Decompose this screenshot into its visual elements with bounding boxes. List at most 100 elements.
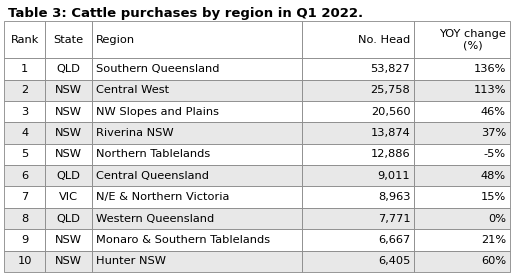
- Bar: [46, 229, 92, 251]
- Text: 6,667: 6,667: [378, 235, 410, 245]
- Text: Table 3: Cattle purchases by region in Q1 2022.: Table 3: Cattle purchases by region in Q…: [8, 7, 363, 20]
- Text: 37%: 37%: [481, 128, 506, 138]
- Bar: [302, 122, 414, 144]
- Text: 25,758: 25,758: [371, 85, 410, 95]
- Text: 10: 10: [17, 256, 32, 266]
- Text: Northern Tablelands: Northern Tablelands: [96, 149, 210, 159]
- Text: Monaro & Southern Tablelands: Monaro & Southern Tablelands: [96, 235, 270, 245]
- Text: 8,963: 8,963: [378, 192, 410, 202]
- Text: Central Queensland: Central Queensland: [96, 171, 209, 181]
- Bar: [46, 21, 92, 58]
- Text: 12,886: 12,886: [371, 149, 410, 159]
- Text: Region: Region: [96, 34, 135, 44]
- Bar: [92, 58, 302, 79]
- Text: 5: 5: [21, 149, 28, 159]
- Bar: [4, 21, 46, 58]
- Bar: [414, 251, 510, 272]
- Bar: [302, 251, 414, 272]
- Text: 15%: 15%: [481, 192, 506, 202]
- Bar: [46, 251, 92, 272]
- Bar: [46, 187, 92, 208]
- Bar: [302, 79, 414, 101]
- Text: 4: 4: [21, 128, 28, 138]
- Text: 6,405: 6,405: [378, 256, 410, 266]
- Bar: [46, 101, 92, 122]
- Bar: [92, 144, 302, 165]
- Bar: [92, 79, 302, 101]
- Text: QLD: QLD: [57, 214, 81, 224]
- Bar: [302, 187, 414, 208]
- Text: NSW: NSW: [56, 128, 82, 138]
- Bar: [46, 58, 92, 79]
- Text: 53,827: 53,827: [371, 64, 410, 74]
- Bar: [302, 165, 414, 187]
- Text: 7,771: 7,771: [378, 214, 410, 224]
- Text: NSW: NSW: [56, 107, 82, 117]
- Text: 8: 8: [21, 214, 28, 224]
- Bar: [92, 122, 302, 144]
- Bar: [414, 79, 510, 101]
- Bar: [92, 165, 302, 187]
- Text: NW Slopes and Plains: NW Slopes and Plains: [96, 107, 219, 117]
- Bar: [92, 208, 302, 229]
- Bar: [4, 101, 46, 122]
- Text: 60%: 60%: [481, 256, 506, 266]
- Bar: [4, 165, 46, 187]
- Text: YOY change
(%): YOY change (%): [439, 29, 506, 51]
- Text: 46%: 46%: [481, 107, 506, 117]
- Text: Southern Queensland: Southern Queensland: [96, 64, 219, 74]
- Bar: [414, 21, 510, 58]
- Text: NSW: NSW: [56, 85, 82, 95]
- Bar: [302, 58, 414, 79]
- Bar: [46, 144, 92, 165]
- Bar: [92, 21, 302, 58]
- Text: Riverina NSW: Riverina NSW: [96, 128, 174, 138]
- Bar: [92, 187, 302, 208]
- Bar: [414, 187, 510, 208]
- Bar: [302, 229, 414, 251]
- Text: -5%: -5%: [484, 149, 506, 159]
- Text: 9,011: 9,011: [378, 171, 410, 181]
- Bar: [92, 251, 302, 272]
- Bar: [414, 122, 510, 144]
- Text: 7: 7: [21, 192, 28, 202]
- Text: 48%: 48%: [481, 171, 506, 181]
- Text: NSW: NSW: [56, 149, 82, 159]
- Bar: [4, 58, 46, 79]
- Text: 9: 9: [21, 235, 28, 245]
- Text: 1: 1: [21, 64, 28, 74]
- Bar: [4, 144, 46, 165]
- Text: NSW: NSW: [56, 235, 82, 245]
- Text: 113%: 113%: [473, 85, 506, 95]
- Text: Central West: Central West: [96, 85, 169, 95]
- Text: Western Queensland: Western Queensland: [96, 214, 214, 224]
- Bar: [302, 21, 414, 58]
- Text: 20,560: 20,560: [371, 107, 410, 117]
- Text: N/E & Northern Victoria: N/E & Northern Victoria: [96, 192, 229, 202]
- Bar: [4, 79, 46, 101]
- Bar: [414, 58, 510, 79]
- Text: 0%: 0%: [488, 214, 506, 224]
- Bar: [414, 208, 510, 229]
- Bar: [4, 251, 46, 272]
- Bar: [4, 187, 46, 208]
- Text: State: State: [53, 34, 84, 44]
- Bar: [414, 144, 510, 165]
- Text: 136%: 136%: [473, 64, 506, 74]
- Bar: [302, 208, 414, 229]
- Bar: [4, 229, 46, 251]
- Bar: [46, 122, 92, 144]
- Text: Hunter NSW: Hunter NSW: [96, 256, 166, 266]
- Text: QLD: QLD: [57, 64, 81, 74]
- Bar: [4, 122, 46, 144]
- Text: NSW: NSW: [56, 256, 82, 266]
- Bar: [302, 101, 414, 122]
- Bar: [4, 208, 46, 229]
- Text: VIC: VIC: [59, 192, 78, 202]
- Text: 2: 2: [21, 85, 28, 95]
- Text: 6: 6: [21, 171, 28, 181]
- Bar: [414, 101, 510, 122]
- Text: 3: 3: [21, 107, 28, 117]
- Text: 21%: 21%: [481, 235, 506, 245]
- Text: Rank: Rank: [11, 34, 39, 44]
